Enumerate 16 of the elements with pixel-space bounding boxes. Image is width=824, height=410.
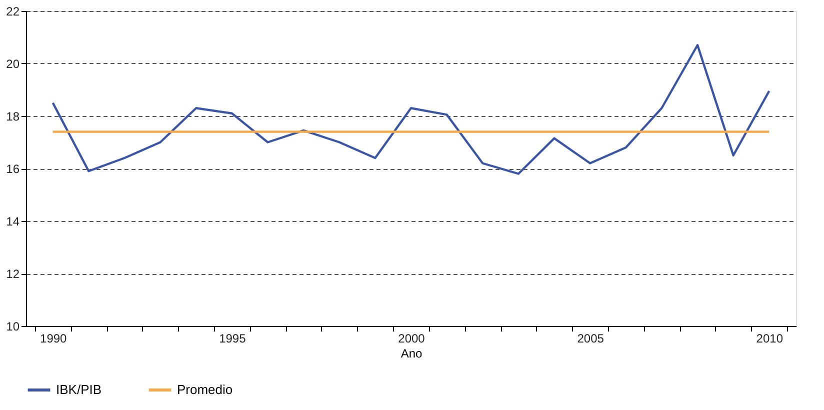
y-tick-label: 22 xyxy=(6,4,20,18)
y-tick-label: 18 xyxy=(6,110,20,124)
x-tick-label: 2005 xyxy=(577,332,604,346)
y-tick-label: 14 xyxy=(6,214,20,228)
x-axis-title: Ano xyxy=(400,346,422,360)
x-tick-label: 1990 xyxy=(40,332,68,346)
y-tick-label: 12 xyxy=(6,267,20,281)
y-tick-label: 20 xyxy=(6,57,20,71)
x-tick-label: 2000 xyxy=(398,332,426,346)
legend-label: Promedio xyxy=(177,382,233,397)
legend-label: IBK/PIB xyxy=(56,382,102,397)
y-tick-label: 10 xyxy=(6,320,20,334)
x-tick-label: 2010 xyxy=(756,332,784,346)
y-tick-label: 16 xyxy=(6,162,20,176)
line-series xyxy=(52,44,770,175)
x-tick-label: 1995 xyxy=(219,332,246,346)
